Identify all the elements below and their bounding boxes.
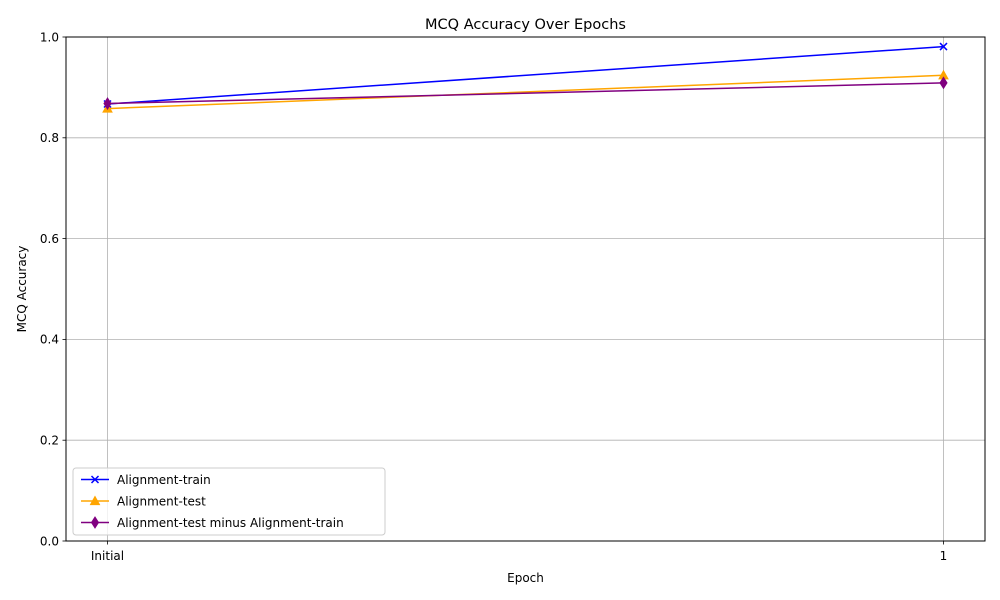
legend-box: [72, 467, 386, 536]
series-line: [107, 74, 944, 110]
series-alignment-test: [102, 69, 949, 113]
grid: [66, 36, 985, 542]
y-axis-title: MCQ Accuracy: [15, 246, 29, 333]
data-point: [939, 76, 948, 90]
legend-label: Alignment-test minus Alignment-train: [117, 516, 344, 530]
y-tick-label: 0.2: [40, 434, 59, 448]
series-line: [107, 82, 944, 105]
legend-marker: [90, 475, 100, 484]
legend-item: Alignment-train: [81, 473, 211, 487]
legend-marker: [90, 516, 100, 529]
series-line: [107, 45, 944, 105]
y-tick-label: 1.0: [40, 30, 59, 44]
legend: Alignment-train Alignment-test Alignment-t…: [72, 467, 386, 536]
plot-frame: [65, 36, 986, 542]
legend-label: Alignment-test: [117, 494, 206, 508]
legend-label: Alignment-train: [117, 473, 211, 487]
axis-ticks: 0.0 0.2 0.4 0.6 0.8 1.0 Initial 1: [40, 30, 947, 563]
y-tick-label: 0.0: [40, 534, 59, 548]
legend-item: Alignment-test: [81, 494, 206, 508]
x-tick-label: Initial: [91, 549, 124, 563]
legend-item: Alignment-test minus Alignment-train: [81, 516, 344, 530]
data-point: [103, 97, 112, 110]
y-tick-label: 0.6: [40, 232, 59, 246]
y-tick-label: 0.8: [40, 131, 59, 145]
chart-title: MCQ Accuracy Over Epochs: [425, 17, 626, 33]
legend-marker: [89, 495, 101, 506]
x-tick-label: 1: [940, 549, 948, 563]
series-alignment-train: [103, 42, 948, 109]
data-point: [939, 42, 948, 51]
series-layer: [102, 42, 949, 113]
series-alignment-test-minus-alignment-train: [103, 76, 948, 110]
y-tick-label: 0.4: [40, 333, 59, 347]
x-axis-title: Epoch: [507, 571, 544, 585]
